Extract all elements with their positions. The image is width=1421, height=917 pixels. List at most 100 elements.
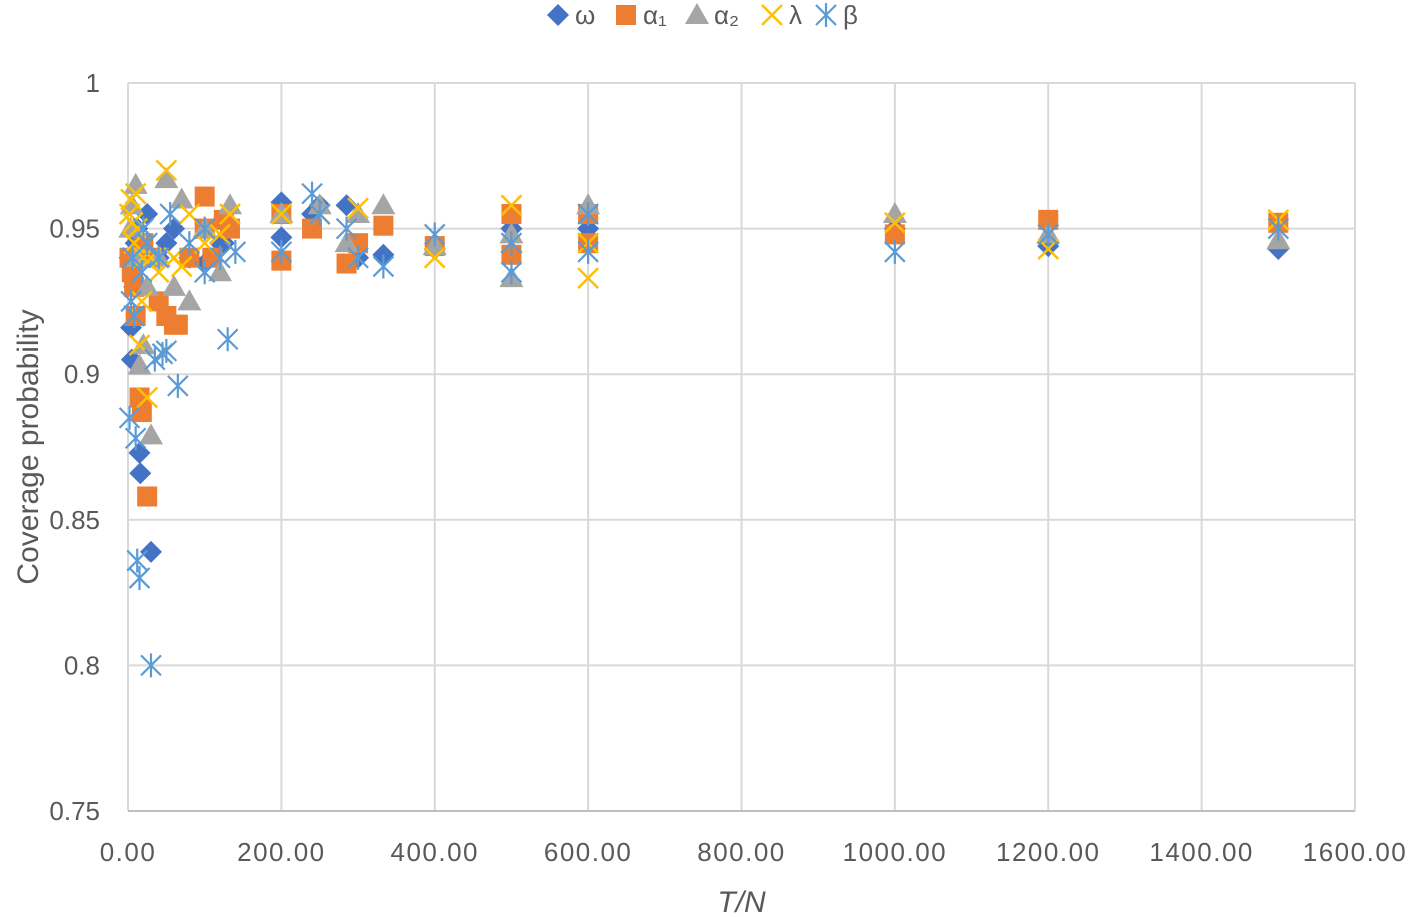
legend-marker (685, 3, 709, 24)
data-point (167, 314, 188, 335)
data-point (155, 338, 178, 363)
data-point (147, 245, 170, 270)
data-point (216, 327, 239, 352)
series-1 (118, 191, 1290, 563)
data-point (270, 226, 293, 249)
data-point (347, 197, 369, 220)
data-point (170, 255, 193, 278)
data-point (155, 159, 178, 182)
data-point (136, 386, 159, 409)
data-point (137, 486, 158, 507)
data-point (423, 246, 446, 269)
data-point (373, 215, 394, 236)
data-point (193, 216, 216, 241)
data-point (500, 231, 523, 256)
x-tick-label: 1000.00 (843, 837, 947, 867)
series-4 (118, 159, 1290, 409)
y-tick-label: 0.8 (64, 650, 100, 680)
legend-label: α₁ (643, 0, 667, 30)
legend-item: ω (547, 0, 595, 30)
data-point (125, 245, 150, 267)
data-points (118, 159, 1291, 678)
data-point (1037, 222, 1060, 247)
data-point (336, 253, 357, 274)
y-tick-label: 0.85 (49, 505, 100, 535)
data-point (131, 260, 153, 285)
data-point (128, 566, 151, 591)
x-tick-label: 1200.00 (996, 837, 1100, 867)
series-2 (119, 186, 1289, 507)
data-point (177, 289, 202, 311)
legend-marker (616, 5, 636, 25)
data-point (178, 231, 201, 256)
data-point (334, 231, 359, 253)
data-point (423, 222, 446, 247)
data-point (301, 181, 323, 206)
data-point (128, 441, 151, 464)
data-point (347, 245, 369, 270)
legend-label: ω (575, 0, 595, 30)
data-point (335, 194, 358, 217)
data-point (577, 239, 599, 264)
data-point (500, 260, 523, 285)
data-point (169, 187, 194, 209)
legend-label: β (843, 0, 858, 30)
data-point (577, 267, 600, 289)
x-tick-label: 200.00 (237, 837, 326, 867)
data-point (123, 303, 145, 328)
data-point (208, 260, 233, 282)
y-axis-title: Coverage probability (12, 309, 45, 584)
legend-item: α₁ (616, 0, 667, 30)
y-tick-label: 0.75 (49, 796, 100, 826)
data-point (577, 202, 599, 227)
data-point (308, 202, 331, 227)
data-point (1267, 216, 1290, 241)
data-point (209, 223, 231, 246)
x-tick-label: 0.00 (100, 837, 157, 867)
gridlines (128, 82, 1356, 811)
data-point (193, 260, 216, 285)
data-point (162, 274, 187, 296)
x-axis-title: T/N (717, 886, 766, 917)
data-point (884, 239, 906, 264)
series-3 (118, 167, 1291, 445)
data-point (217, 193, 242, 215)
data-point (167, 373, 189, 398)
x-tick-label: 1400.00 (1149, 837, 1253, 867)
series-5 (118, 181, 1290, 678)
data-point (135, 274, 160, 296)
data-point (120, 289, 142, 314)
x-tick-label: 1600.00 (1303, 837, 1407, 867)
data-point (500, 194, 523, 217)
data-point (219, 203, 241, 225)
data-point (132, 216, 155, 241)
legend-item: α₂ (685, 0, 739, 30)
data-point (371, 193, 396, 215)
y-tick-label: 1 (86, 68, 100, 98)
legend-marker (547, 4, 569, 26)
legend-label: α₂ (714, 0, 739, 30)
data-point (270, 203, 293, 225)
data-point (126, 548, 148, 573)
data-point (219, 218, 240, 239)
data-point (202, 247, 223, 268)
data-point (270, 239, 293, 264)
y-tick-label: 0.9 (64, 359, 100, 389)
data-point (159, 202, 181, 227)
legend-item: β (815, 0, 858, 30)
data-point (224, 239, 247, 264)
legend: ω α₁ α₂ λ β (547, 0, 858, 30)
legend-label: λ (789, 0, 802, 30)
legend-item: λ (761, 0, 802, 30)
data-point (140, 540, 163, 563)
data-point (136, 231, 158, 256)
data-point (139, 423, 164, 445)
data-point (118, 405, 141, 430)
data-point (209, 245, 231, 270)
y-tick-label: 0.95 (49, 214, 100, 244)
data-point (1038, 209, 1059, 230)
tick-labels: 0.00 200.00 400.00 600.00 800.00 1000.00 1200.… (49, 68, 1407, 867)
data-point (335, 216, 358, 241)
data-point (346, 202, 371, 224)
